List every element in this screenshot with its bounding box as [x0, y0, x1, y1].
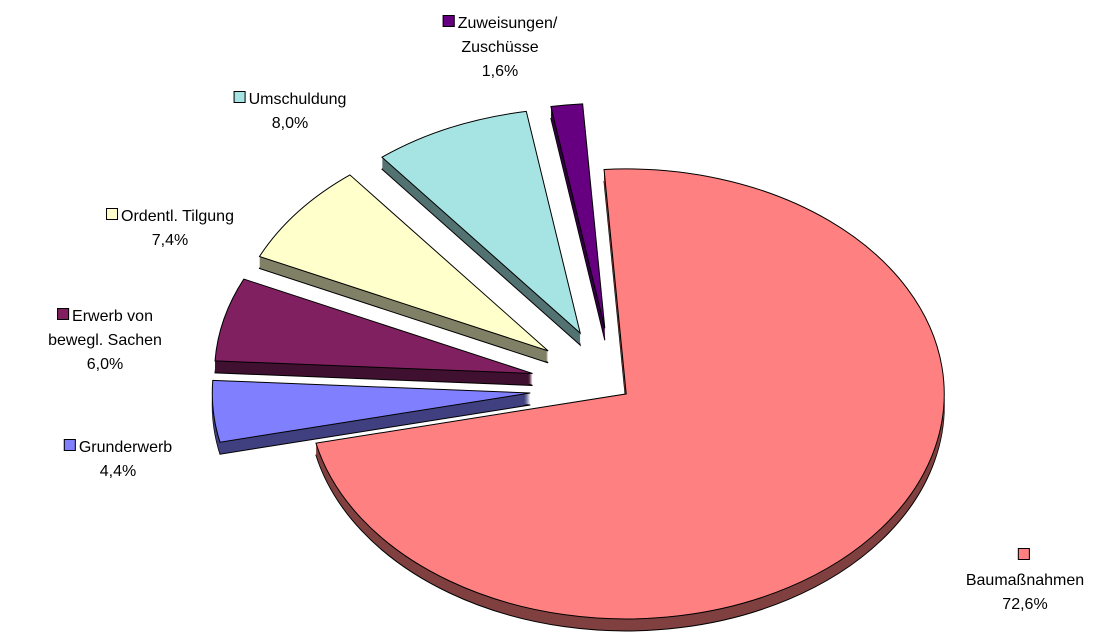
value-label: 4,4%: [99, 463, 137, 480]
slice-label: Umschuldung 8,0%: [233, 88, 347, 136]
value-label: 8,0%: [271, 115, 309, 132]
category-label: Baumaßnahmen: [965, 572, 1085, 589]
legend-swatch: [1017, 548, 1030, 560]
slice: [214, 278, 533, 374]
slice: [315, 168, 945, 620]
slice-label: Grunderwerb 4,4%: [63, 436, 173, 484]
legend-swatch: [57, 308, 70, 320]
legend-swatch: [63, 439, 76, 451]
slice-label: Ordentl. Tilgung 7,4%: [106, 205, 234, 253]
legend-swatch: [442, 15, 455, 27]
value-label: 7,4%: [151, 232, 189, 249]
value-label: 1,6%: [481, 63, 519, 80]
slice-label: Zuweisungen/ Zuschüsse 1,6%: [442, 12, 558, 84]
category-label: Ordentl. Tilgung: [121, 208, 234, 225]
value-label: 72,6%: [1002, 596, 1048, 613]
legend-swatch: [106, 208, 119, 220]
category-label: Grunderwerb: [78, 439, 173, 456]
slice-label: Baumaßnahmen 72,6%: [966, 545, 1084, 617]
category-label: Erwerb von bewegl. Sachen: [48, 308, 162, 349]
value-label: 6,0%: [86, 356, 124, 373]
category-label: Umschuldung: [248, 91, 347, 108]
slice: [550, 103, 606, 329]
slice: [211, 379, 531, 443]
slice: [258, 174, 549, 352]
slice-label: Erwerb von bewegl. Sachen 6,0%: [48, 305, 162, 377]
legend-swatch: [233, 91, 246, 103]
category-label: Zuweisungen/ Zuschüsse: [457, 15, 558, 56]
slice: [381, 110, 582, 335]
